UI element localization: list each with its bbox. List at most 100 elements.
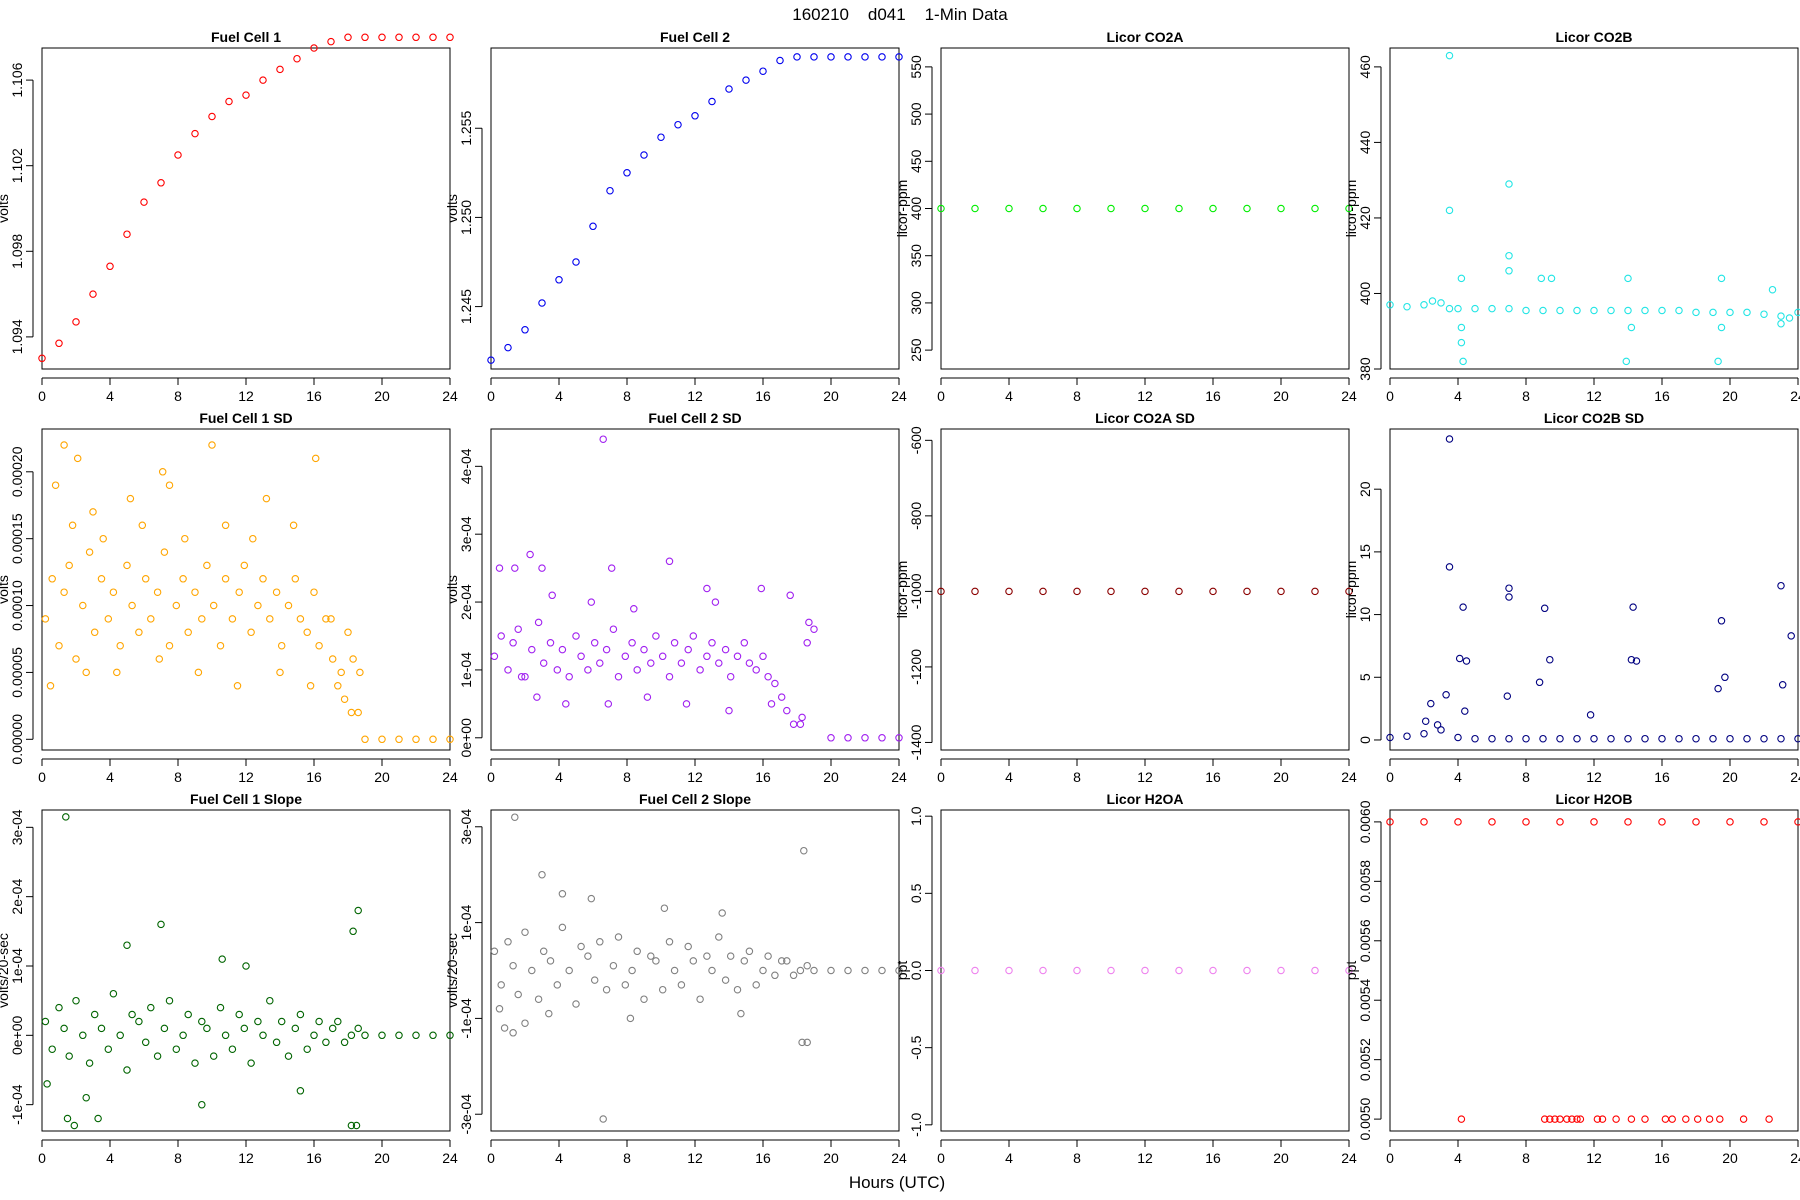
y-tick-label: -1400: [908, 724, 924, 760]
x-tick-label: 8: [1073, 388, 1081, 404]
data-point: [546, 957, 555, 965]
panel-fuel-cell-1-sd: Fuel Cell 1 SD0 4 8 12 16 20 240.000000.000050…: [0, 410, 458, 785]
y-tick-label: 0.0056: [1357, 919, 1373, 962]
panel-title: Fuel Cell 2: [660, 29, 730, 45]
data-point: [1445, 304, 1454, 313]
data-point: [361, 735, 369, 744]
x-tick-label: 4: [1454, 388, 1462, 404]
x-tick-label: 8: [174, 388, 182, 404]
data-point: [135, 1017, 143, 1026]
x-axis: 0 4 8 12 16 20 24: [1386, 1139, 1800, 1166]
data-point: [539, 947, 548, 956]
data-point: [328, 1024, 337, 1033]
data-point: [764, 672, 772, 681]
data-point: [322, 615, 330, 623]
data-point: [179, 575, 187, 583]
data-point: [65, 1052, 73, 1060]
y-tick-label: 0.00005: [9, 647, 25, 698]
y-axis: -1.0 -0.5 0.0 0.5 1.0: [908, 806, 933, 1137]
data-point: [798, 713, 806, 722]
data-point: [621, 652, 630, 661]
y-axis-label: licor-ppm: [1343, 180, 1359, 238]
data-point: [135, 628, 143, 637]
data-point: [740, 639, 749, 647]
x-tick-label: 24: [1341, 1150, 1357, 1166]
data-point: [429, 1031, 437, 1040]
data-point: [803, 961, 811, 970]
x-axis: 0 4 8 12 16 20 24: [487, 377, 907, 404]
x-tick-label: 8: [1522, 388, 1530, 404]
data-point: [1437, 726, 1445, 734]
data-point: [745, 947, 754, 956]
data-point: [623, 169, 631, 177]
data-points: [1386, 51, 1800, 366]
data-point: [165, 481, 174, 489]
data-point: [1243, 587, 1251, 596]
x-tick-label: 12: [687, 1150, 703, 1166]
y-axis-label: volts: [444, 194, 460, 223]
data-point: [759, 67, 767, 75]
data-point: [334, 1017, 342, 1026]
y-axis-label: volts: [0, 194, 11, 223]
y-tick-label: 0.00010: [9, 580, 25, 631]
data-point: [1107, 204, 1115, 213]
data-point: [1573, 734, 1581, 743]
data-point: [1658, 734, 1666, 743]
data-point: [109, 588, 118, 596]
data-point: [1641, 1115, 1649, 1123]
data-point: [742, 76, 750, 84]
data-point: [284, 601, 293, 610]
x-tick-label: 0: [487, 769, 495, 785]
data-point: [497, 632, 505, 640]
data-point: [1445, 435, 1454, 443]
y-tick-label: 1.098: [9, 234, 25, 269]
data-point: [1505, 304, 1513, 313]
data-point: [1546, 1115, 1554, 1123]
data-point: [827, 966, 835, 975]
data-point: [328, 655, 337, 663]
data-point: [658, 985, 667, 994]
data-point: [895, 734, 903, 742]
data-point: [1692, 734, 1700, 743]
data-point: [658, 652, 667, 661]
data-point: [602, 985, 611, 994]
data-point: [558, 645, 567, 654]
data-point: [528, 645, 536, 654]
data-point: [538, 870, 546, 879]
plot-frame: [940, 809, 1350, 1132]
y-tick-label: 2e-04: [458, 584, 474, 620]
data-point: [657, 133, 665, 141]
data-point: [1777, 734, 1785, 743]
plot-frame: [490, 428, 900, 751]
data-point: [1386, 301, 1394, 309]
x-tick-label: 12: [238, 1150, 254, 1166]
x-tick-label: 4: [106, 1150, 114, 1166]
data-point: [1311, 966, 1319, 975]
x-tick-label: 20: [1273, 1150, 1289, 1166]
data-point: [509, 1029, 517, 1037]
x-tick-label: 0: [1386, 769, 1394, 785]
data-point: [1039, 587, 1047, 596]
x-tick-label: 16: [755, 1150, 771, 1166]
y-tick-label: 400: [1357, 282, 1373, 306]
data-point: [311, 454, 320, 463]
data-point: [104, 615, 113, 623]
data-points: [490, 435, 903, 742]
x-tick-label: 12: [238, 388, 254, 404]
data-point: [1777, 312, 1785, 320]
x-tick-label: 20: [823, 769, 839, 785]
data-point: [89, 508, 97, 516]
data-point: [51, 481, 60, 489]
data-point: [1005, 587, 1013, 596]
data-point: [160, 1024, 169, 1033]
data-point: [1243, 204, 1251, 213]
y-tick-label: 0.0058: [1357, 860, 1373, 903]
data-point: [141, 1038, 150, 1047]
y-axis-label: ppt: [1343, 961, 1359, 981]
x-axis: 0 4 8 12 16 20 24: [1386, 758, 1800, 785]
data-point: [198, 1100, 206, 1109]
x-tick-label: 8: [1522, 769, 1530, 785]
y-tick-label: 1.094: [9, 319, 25, 354]
x-tick-label: 24: [1341, 769, 1357, 785]
